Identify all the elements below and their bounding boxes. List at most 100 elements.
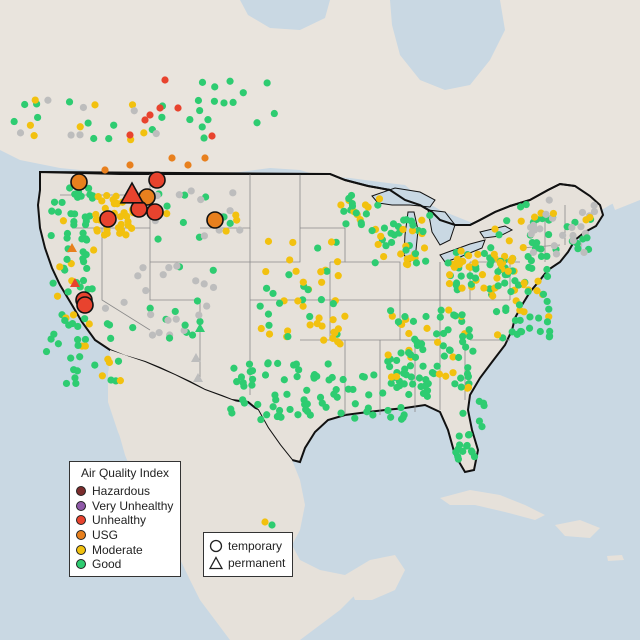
monitor-marker[interactable] [452,448,460,456]
monitor-marker[interactable] [400,380,408,388]
monitor-marker[interactable] [545,333,553,341]
monitor-marker[interactable] [505,237,513,245]
monitor-marker[interactable] [142,286,150,295]
monitor-marker[interactable] [530,225,538,233]
monitor-marker[interactable] [26,121,35,129]
monitor-marker[interactable] [480,401,488,410]
monitor-marker[interactable] [327,238,336,246]
monitor-marker[interactable] [67,354,75,362]
monitor-marker[interactable] [30,132,38,140]
monitor-marker[interactable] [48,207,56,215]
monitor-marker[interactable] [154,235,162,243]
monitor-marker[interactable] [194,96,203,105]
monitor-marker[interactable] [511,277,519,285]
monitor-marker[interactable] [428,369,437,377]
monitor-marker[interactable] [64,288,72,296]
monitor-marker[interactable] [101,166,109,174]
monitor-marker[interactable] [50,198,59,206]
monitor-marker[interactable] [126,131,134,139]
monitor-marker[interactable] [318,278,326,286]
monitor-marker[interactable] [229,189,237,197]
monitor-marker[interactable] [85,320,93,328]
monitor-marker[interactable] [193,297,202,305]
monitor-marker[interactable] [544,230,553,239]
monitor-marker[interactable] [79,276,88,285]
monitor-marker[interactable] [502,306,510,315]
monitor-marker[interactable] [88,194,97,202]
monitor-marker[interactable] [445,346,454,354]
monitor-marker[interactable] [340,207,348,215]
monitor-marker[interactable] [433,362,441,370]
monitor-marker[interactable] [248,367,257,375]
monitor-marker[interactable] [280,376,288,384]
monitor-marker[interactable] [81,213,89,221]
monitor-marker[interactable] [543,265,551,274]
monitor-marker[interactable] [543,272,552,281]
monitor-marker[interactable] [333,393,341,401]
monitor-marker[interactable] [399,414,407,422]
monitor-marker[interactable] [53,292,62,300]
monitor-marker[interactable] [261,371,270,379]
monitor-marker[interactable] [179,218,187,227]
monitor-marker[interactable] [462,343,470,351]
monitor-marker[interactable] [105,134,113,143]
monitor-marker[interactable] [263,411,271,419]
monitor-marker[interactable] [156,104,164,112]
monitor-marker[interactable] [123,212,131,220]
monitor-marker[interactable] [464,364,472,372]
monitor-marker[interactable] [528,264,536,272]
monitor-marker[interactable] [76,123,84,131]
monitor-marker[interactable] [490,250,498,258]
monitor-marker[interactable] [454,455,463,463]
monitor-marker[interactable] [568,223,576,232]
monitor-marker[interactable] [159,271,167,279]
monitor-marker[interactable] [369,411,377,419]
monitor-marker[interactable] [465,326,473,334]
monitor-marker[interactable] [209,283,218,292]
monitor-marker[interactable] [494,282,502,290]
monitor-marker[interactable] [504,267,512,275]
monitor-marker[interactable] [397,403,405,412]
monitor-marker[interactable] [323,267,331,275]
monitor-marker[interactable] [293,373,301,381]
monitor-marker[interactable] [275,299,284,307]
monitor-marker[interactable] [393,356,401,365]
monitor-marker[interactable] [158,113,166,121]
monitor-marker[interactable] [264,360,272,368]
monitor-marker[interactable] [264,310,273,318]
monitor-marker[interactable] [21,100,29,109]
monitor-marker[interactable] [236,226,244,234]
monitor-marker[interactable] [397,349,405,357]
monitor-marker[interactable] [501,279,509,287]
monitor-marker[interactable] [76,353,84,361]
monitor-marker[interactable] [480,249,489,258]
monitor-marker[interactable] [467,280,475,288]
monitor-marker[interactable] [295,366,303,374]
monitor-marker[interactable] [569,237,577,245]
monitor-marker[interactable] [101,304,110,312]
monitor-marker[interactable] [317,296,325,304]
monitor-marker[interactable] [352,209,360,217]
monitor-marker[interactable] [442,372,450,380]
monitor-marker[interactable] [270,109,278,118]
monitor-marker[interactable] [299,302,307,310]
monitor-marker[interactable] [382,242,390,250]
monitor-marker[interactable] [256,302,264,310]
monitor-marker[interactable] [419,345,427,354]
monitor-marker[interactable] [114,357,123,365]
monitor-marker[interactable] [379,389,387,397]
monitor-marker[interactable] [328,373,336,382]
monitor-marker[interactable] [440,352,448,360]
monitor-marker[interactable] [536,327,544,336]
monitor-marker[interactable] [79,103,88,112]
monitor-marker[interactable] [344,385,353,393]
monitor-marker[interactable] [148,331,157,339]
monitor-marker[interactable] [452,281,460,289]
monitor-marker[interactable] [480,284,488,292]
monitor-marker[interactable] [445,306,453,314]
monitor-marker[interactable] [409,221,417,229]
monitor-marker[interactable] [419,227,427,236]
monitor-marker[interactable] [81,342,89,350]
monitor-marker[interactable] [248,381,256,389]
monitor-marker[interactable] [47,231,55,240]
